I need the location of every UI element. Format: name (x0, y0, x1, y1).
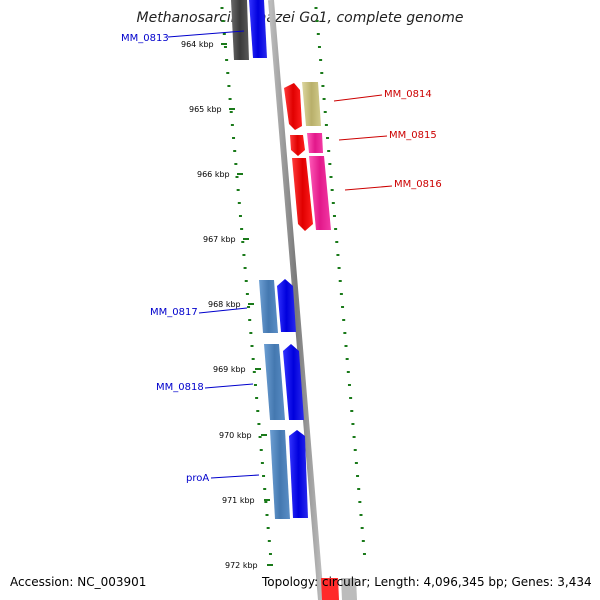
gene-feature[interactable] (321, 578, 339, 600)
gene-mm-0815[interactable] (290, 133, 323, 156)
tick-labels: 964 kbp 965 kbp 966 kbp 967 kbp 968 kbp … (181, 40, 258, 570)
cds-feature[interactable] (302, 82, 321, 126)
gene-feature[interactable] (249, 0, 267, 58)
gene-mm-0814[interactable] (284, 82, 321, 130)
gene-label: MM_0813 (121, 33, 169, 44)
tick-label: 966 kbp (197, 170, 230, 179)
gene-mm-0813[interactable] (231, 0, 267, 60)
gene-mm-0816[interactable] (292, 156, 331, 231)
topology-text: Topology: circular; Length: 4,096,345 bp… (262, 575, 592, 589)
cds-feature[interactable] (309, 156, 331, 230)
gene-label: MM_0815 (389, 130, 437, 141)
gene-feature[interactable] (290, 135, 305, 156)
genome-title: Methanosarcina mazei Go1, complete genom… (136, 10, 464, 26)
tick-label: 972 kbp (225, 561, 258, 570)
tick-label: 964 kbp (181, 40, 214, 49)
gene-label: MM_0818 (156, 382, 204, 393)
cds-feature[interactable] (341, 578, 357, 600)
gene-mm-0818[interactable] (264, 344, 304, 420)
gene-label: MM_0814 (384, 89, 432, 100)
gene-proa[interactable] (270, 430, 308, 519)
tick-ring-right (314, 7, 366, 555)
cds-feature[interactable] (307, 133, 323, 153)
tick-marks-major (221, 43, 273, 566)
tick-label: 970 kbp (219, 431, 252, 440)
gene-mm-0817[interactable] (259, 279, 296, 333)
tick-label: 969 kbp (213, 365, 246, 374)
gene-feature[interactable] (292, 158, 313, 231)
tick-label: 967 kbp (203, 235, 236, 244)
gene-feature[interactable] (284, 83, 302, 130)
tick-ring-left (220, 7, 272, 555)
accession-text: Accession: NC_003901 (10, 575, 147, 589)
gene-label: MM_0816 (394, 179, 442, 190)
gene-feature[interactable] (283, 344, 304, 420)
gene-partial-bottom[interactable] (321, 578, 357, 600)
cds-feature[interactable] (264, 344, 285, 420)
gene-label: MM_0817 (150, 307, 198, 318)
cds-feature[interactable] (231, 0, 249, 60)
cds-feature[interactable] (259, 280, 278, 333)
tick-label: 965 kbp (189, 105, 222, 114)
gene-label: proA (186, 473, 209, 484)
gene-feature[interactable] (277, 279, 296, 332)
cds-feature[interactable] (270, 430, 290, 519)
gene-feature[interactable] (289, 430, 308, 518)
gene-labels: MM_0813 MM_0814 MM_0815 MM_0816 MM_0817 … (121, 30, 442, 484)
tick-label: 968 kbp (208, 300, 241, 309)
genome-backbone (268, 0, 324, 600)
tick-label: 971 kbp (222, 496, 255, 505)
